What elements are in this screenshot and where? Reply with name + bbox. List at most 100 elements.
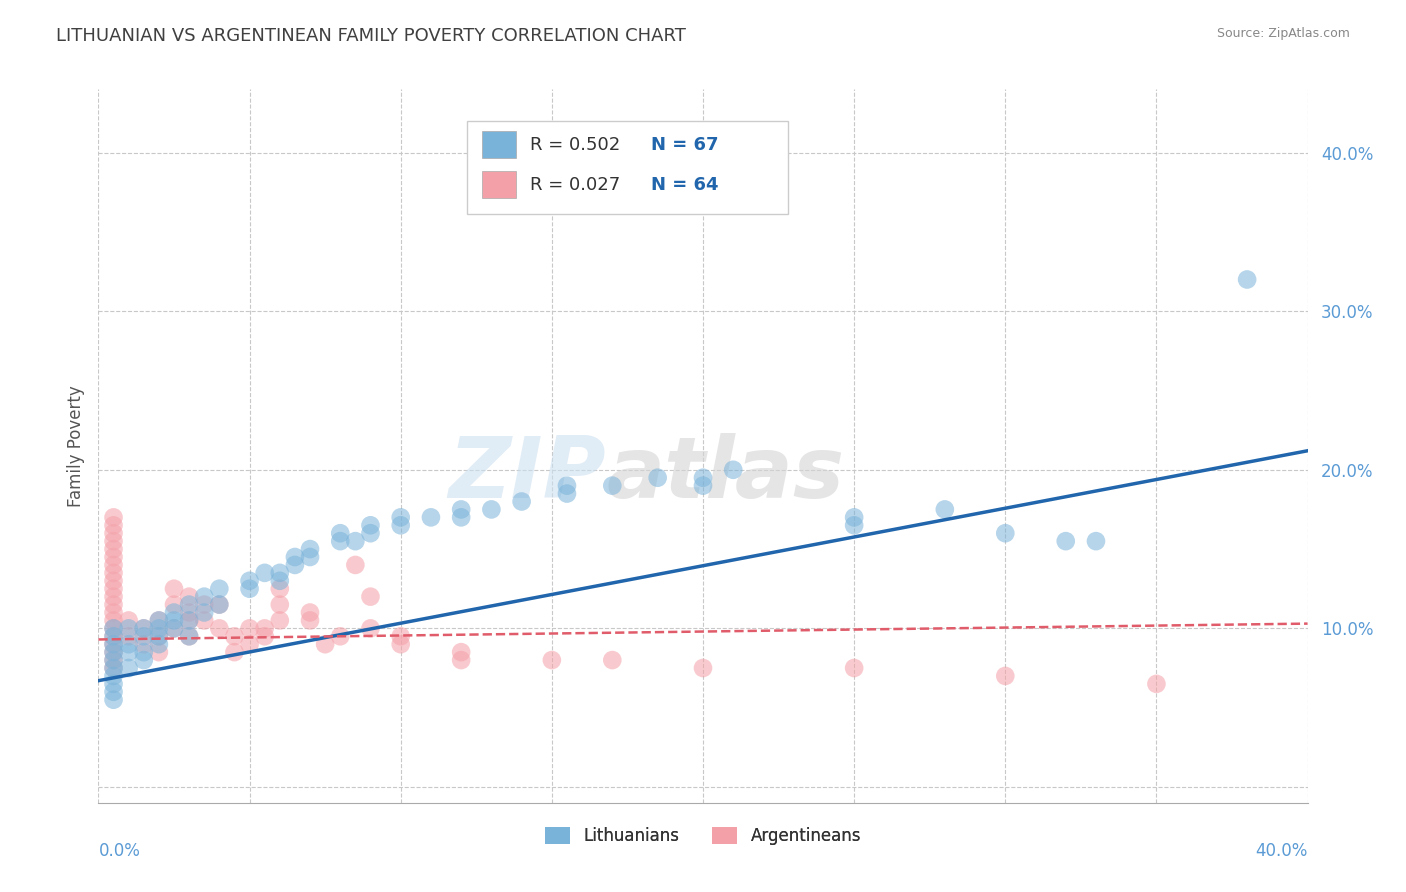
Point: [103, 645, 125, 659]
Point: [555, 486, 578, 500]
Point: [299, 542, 322, 557]
Point: [118, 629, 141, 643]
Point: [284, 558, 307, 572]
Point: [103, 582, 125, 596]
Point: [103, 661, 125, 675]
Point: [179, 598, 201, 612]
Point: [344, 558, 367, 572]
Point: [450, 653, 472, 667]
Point: [179, 629, 201, 643]
Point: [602, 478, 624, 492]
Point: [1236, 272, 1258, 286]
Point: [103, 526, 125, 541]
Point: [269, 566, 291, 580]
Point: [132, 637, 155, 651]
Point: [193, 590, 215, 604]
Point: [344, 534, 367, 549]
Point: [163, 606, 186, 620]
Point: [844, 510, 866, 524]
Point: [179, 629, 201, 643]
Point: [103, 518, 125, 533]
Point: [179, 614, 201, 628]
Point: [450, 510, 472, 524]
Point: [389, 629, 412, 643]
Y-axis label: Family Poverty: Family Poverty: [66, 385, 84, 507]
Text: Source: ZipAtlas.com: Source: ZipAtlas.com: [1216, 27, 1350, 40]
Point: [148, 621, 170, 635]
Point: [179, 606, 201, 620]
Point: [253, 629, 276, 643]
Point: [208, 582, 231, 596]
Bar: [482, 171, 516, 198]
Point: [103, 621, 125, 635]
Point: [360, 518, 382, 533]
Text: atlas: atlas: [606, 433, 845, 516]
Point: [692, 478, 714, 492]
Point: [269, 582, 291, 596]
Point: [103, 692, 125, 706]
Text: R = 0.502: R = 0.502: [530, 136, 620, 153]
Point: [148, 614, 170, 628]
Text: ZIP: ZIP: [449, 433, 606, 516]
Point: [163, 614, 186, 628]
Bar: [467, 121, 787, 214]
Text: R = 0.027: R = 0.027: [530, 176, 620, 194]
Point: [450, 645, 472, 659]
Point: [132, 629, 155, 643]
Point: [103, 637, 125, 651]
Text: N = 67: N = 67: [651, 136, 718, 153]
Point: [103, 542, 125, 557]
Point: [692, 471, 714, 485]
Point: [103, 621, 125, 635]
Point: [269, 598, 291, 612]
Point: [193, 606, 215, 620]
Point: [253, 621, 276, 635]
Point: [103, 629, 125, 643]
Text: N = 64: N = 64: [651, 176, 718, 194]
Point: [844, 661, 866, 675]
Point: [314, 637, 336, 651]
Point: [103, 534, 125, 549]
Point: [118, 621, 141, 635]
Point: [148, 614, 170, 628]
Point: [299, 549, 322, 564]
Point: [103, 669, 125, 683]
Point: [132, 653, 155, 667]
Point: [1144, 677, 1167, 691]
Point: [420, 510, 443, 524]
Point: [299, 614, 322, 628]
Point: [224, 629, 246, 643]
Point: [148, 645, 170, 659]
Point: [389, 518, 412, 533]
Point: [934, 502, 956, 516]
Point: [239, 582, 262, 596]
Point: [239, 637, 262, 651]
Point: [360, 621, 382, 635]
Point: [510, 494, 533, 508]
Point: [148, 629, 170, 643]
Point: [450, 502, 472, 516]
Point: [360, 590, 382, 604]
Point: [163, 598, 186, 612]
Point: [103, 629, 125, 643]
Point: [118, 661, 141, 675]
Point: [132, 645, 155, 659]
Text: 40.0%: 40.0%: [1256, 842, 1308, 860]
Point: [103, 590, 125, 604]
Point: [103, 661, 125, 675]
Point: [103, 653, 125, 667]
Point: [299, 606, 322, 620]
Point: [360, 526, 382, 541]
Point: [540, 653, 562, 667]
Point: [148, 637, 170, 651]
Point: [193, 598, 215, 612]
Point: [103, 637, 125, 651]
Point: [163, 621, 186, 635]
Point: [389, 637, 412, 651]
Point: [253, 566, 276, 580]
Point: [647, 471, 669, 485]
Point: [208, 598, 231, 612]
Point: [163, 582, 186, 596]
Point: [224, 645, 246, 659]
Text: 0.0%: 0.0%: [98, 842, 141, 860]
